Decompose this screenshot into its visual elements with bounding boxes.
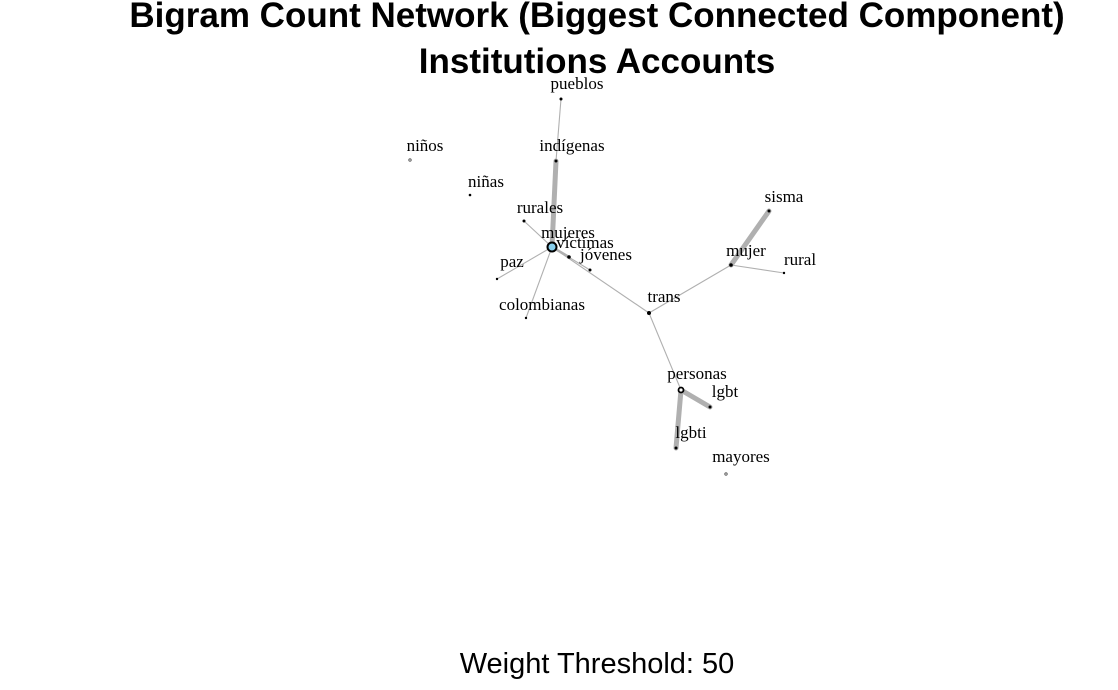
edge-personas-lgbti — [673, 387, 684, 451]
node-colombianas — [524, 316, 528, 320]
edges-layer — [496, 98, 785, 451]
node-label-paz: paz — [500, 252, 524, 271]
node-sisma — [767, 209, 771, 213]
chart-title-line-2: Institutions Accounts — [418, 42, 776, 81]
edge-mujeres-rurales — [523, 220, 553, 248]
node-label-ninas: niñas — [468, 172, 504, 191]
node-label-victimas: víctimas — [556, 233, 614, 252]
node-label-lgbt: lgbt — [712, 382, 739, 401]
edge-mujer-sisma — [728, 208, 772, 268]
weight-threshold-caption: Weight Threshold: 50 — [459, 648, 735, 680]
node-rurales — [522, 219, 526, 223]
node-label-mujer: mujer — [726, 241, 766, 260]
node-label-pueblos: pueblos — [551, 74, 604, 93]
node-mujer — [729, 263, 733, 267]
edge-mujer-rural — [730, 264, 785, 274]
node-label-indigenas: indígenas — [539, 136, 604, 155]
node-label-personas: personas — [667, 364, 726, 383]
edge-mujer-trans — [648, 264, 732, 314]
node-label-sisma: sisma — [765, 187, 804, 206]
node-label-lgbti: lgbti — [675, 423, 706, 442]
edge-mujeres-indigenas — [549, 158, 559, 250]
edge-personas-lgbt — [678, 387, 713, 410]
node-label-trans: trans — [647, 287, 680, 306]
nodes-layer — [408, 97, 786, 476]
node-label-jovenes: jóvenes — [579, 245, 632, 264]
node-rural — [782, 271, 786, 275]
node-label-colombianas: colombianas — [499, 295, 585, 314]
node-personas — [677, 386, 685, 394]
node-jovenes — [588, 268, 592, 272]
node-lgbt — [708, 405, 712, 409]
node-mujeres — [546, 241, 558, 253]
node-victimas — [567, 255, 571, 259]
edge-indigenas-pueblos — [555, 98, 562, 162]
node-label-mayores: mayores — [712, 447, 770, 466]
node-lgbti — [674, 446, 678, 450]
labels-layer: pueblos niños indígenas niñas rurales mujeres… — [407, 74, 817, 466]
node-paz — [495, 277, 499, 281]
node-label-ninos: niños — [407, 136, 444, 155]
node-pueblos — [559, 97, 563, 101]
edge-mujeres-paz — [496, 246, 553, 280]
node-ninos — [408, 158, 412, 162]
chart-title-line-1: Bigram Count Network (Biggest Connected … — [129, 0, 1065, 35]
node-indigenas — [554, 159, 558, 163]
edge-personas-trans — [648, 312, 682, 391]
node-trans — [647, 311, 651, 315]
edge-mujeres-colombianas — [525, 246, 553, 319]
node-label-mujeres: mujeres — [541, 223, 595, 242]
node-label-rural: rural — [784, 250, 816, 269]
node-mayores — [724, 472, 728, 476]
node-ninas — [468, 193, 472, 197]
node-label-rurales: rurales — [517, 198, 563, 217]
